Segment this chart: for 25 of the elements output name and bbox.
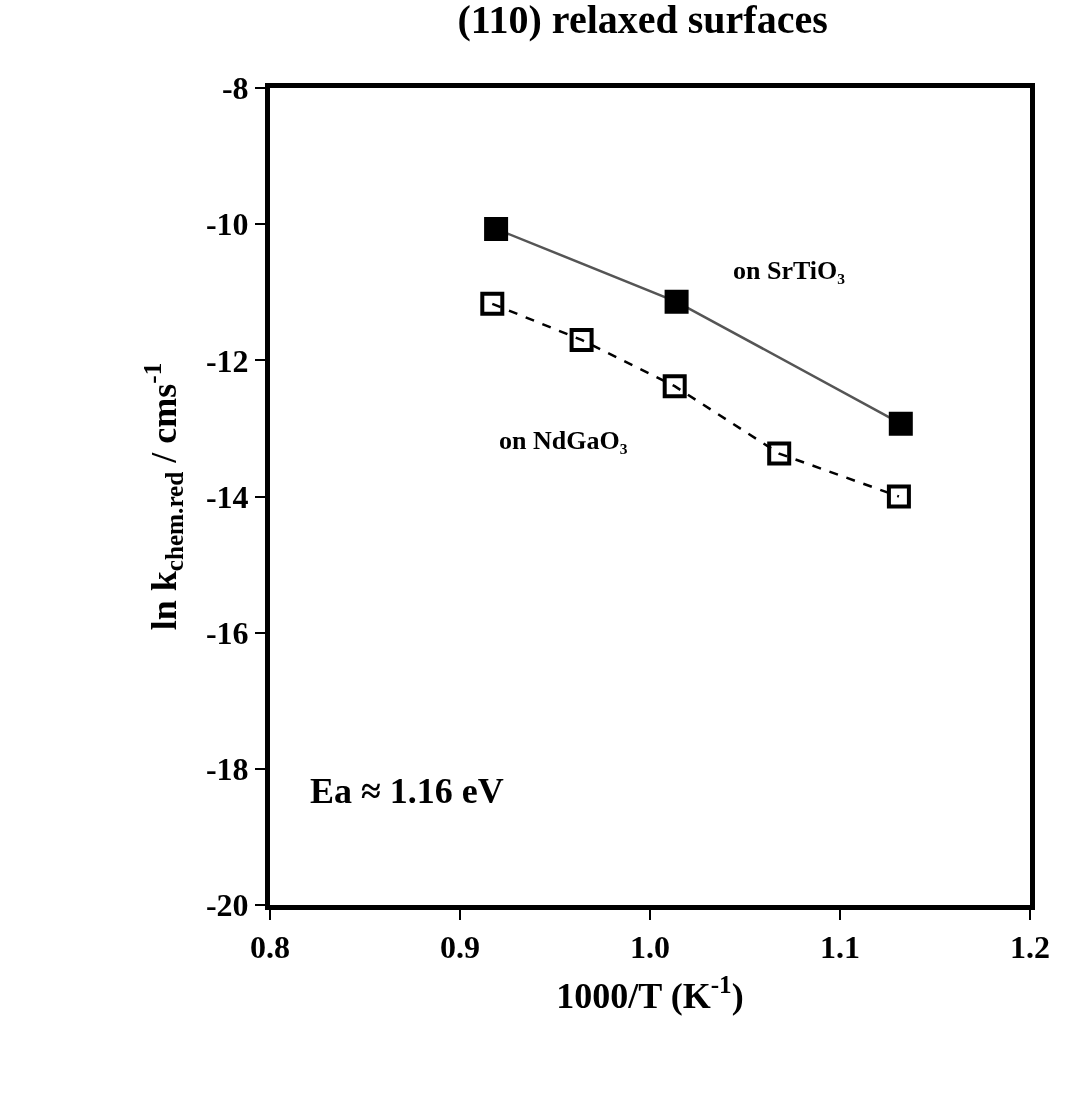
point [569, 327, 594, 352]
y-tick-label: -20 [205, 887, 249, 924]
point [484, 216, 509, 241]
y-tick-label: -14 [205, 478, 249, 515]
series-label: on NdGaO₃ [499, 426, 628, 455]
series-label: on SrTiO₃ [733, 256, 846, 285]
x-tick-label: 1.2 [1010, 929, 1050, 966]
y-tick-label: -12 [205, 342, 249, 379]
x-tick-label: 0.9 [440, 929, 480, 966]
point [767, 441, 792, 466]
x-tick-label: 1.0 [630, 929, 670, 966]
chart-title: (110) relaxed surfaces [457, 0, 828, 43]
annotation: Ea ≈ 1.16 eV [310, 771, 504, 811]
y-tick-label: -16 [205, 614, 249, 651]
x-axis-title: 1000/T (K$^{-1}$) [556, 970, 744, 1017]
y-tick-label: -8 [221, 70, 249, 107]
x-tick-label: 1.1 [820, 929, 860, 966]
point [888, 411, 913, 436]
y-tick-label: -10 [205, 206, 249, 243]
x-tick-label: 0.8 [250, 929, 290, 966]
y-tick-label: -18 [205, 751, 249, 788]
point [480, 291, 505, 316]
point [662, 374, 687, 399]
point [886, 484, 911, 509]
point [664, 289, 689, 314]
